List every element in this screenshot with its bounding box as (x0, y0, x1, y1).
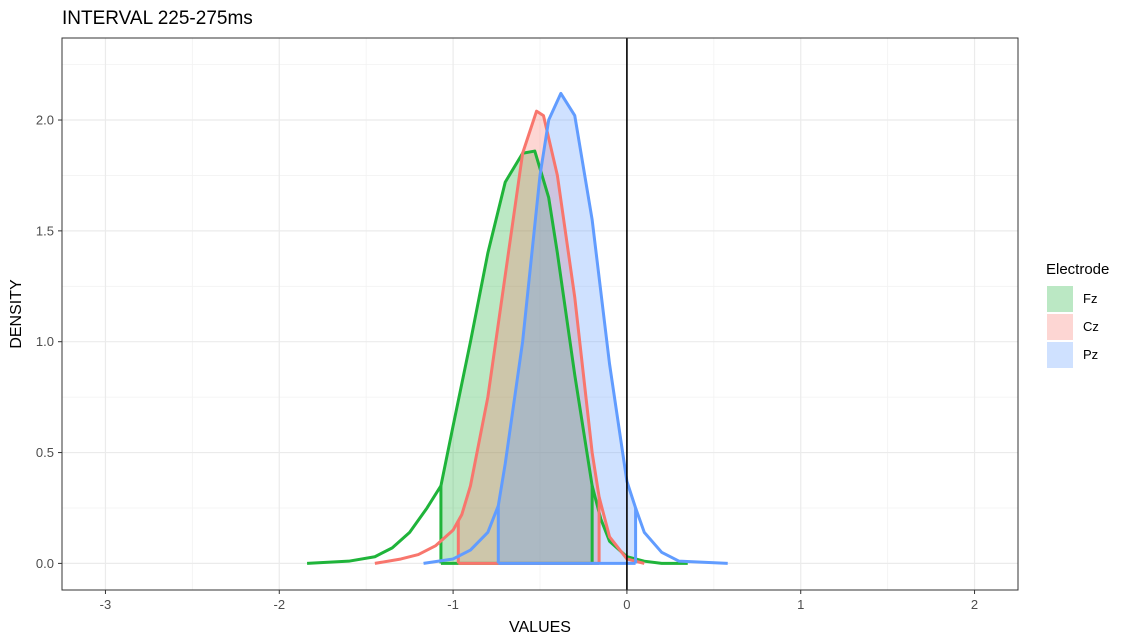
panel-border (61, 37, 1019, 591)
x-tick-label: 1 (797, 597, 804, 612)
legend-items: Fz Cz Pz (1047, 286, 1099, 368)
x-tick-label: 2 (971, 597, 978, 612)
legend-key-cz (1047, 314, 1073, 340)
legend-label-pz: Pz (1083, 347, 1098, 362)
y-axis-ticks: 0.0 0.5 1.0 1.5 2.0 (36, 113, 62, 571)
x-tick-label: -3 (100, 597, 112, 612)
y-tick-label: 2.0 (36, 113, 54, 128)
legend-label-fz: Fz (1083, 291, 1097, 306)
legend-label-cz: Cz (1083, 319, 1099, 334)
density-areas (307, 91, 728, 565)
legend-title: Electrode (1046, 261, 1109, 278)
y-tick-label: 1.0 (36, 334, 54, 349)
legend-key-fz (1047, 286, 1073, 312)
density-curve-cz (374, 109, 645, 565)
y-axis-title: DENSITY (8, 279, 25, 349)
x-axis-ticks: -3 -2 -1 0 1 2 (100, 590, 978, 612)
y-tick-label: 0.0 (36, 556, 54, 571)
legend: Electrode Fz Cz Pz (1046, 261, 1109, 368)
legend-key-pz (1047, 342, 1073, 368)
chart-title: INTERVAL 225-275ms (62, 8, 253, 29)
x-tick-label: -2 (273, 597, 285, 612)
y-tick-label: 1.5 (36, 223, 54, 238)
x-tick-label: 0 (623, 597, 630, 612)
x-tick-label: -1 (447, 597, 459, 612)
y-tick-label: 0.5 (36, 445, 54, 460)
ci-area-fz (440, 151, 593, 564)
density-curve-pz (423, 91, 728, 565)
x-axis-title: VALUES (509, 619, 571, 636)
